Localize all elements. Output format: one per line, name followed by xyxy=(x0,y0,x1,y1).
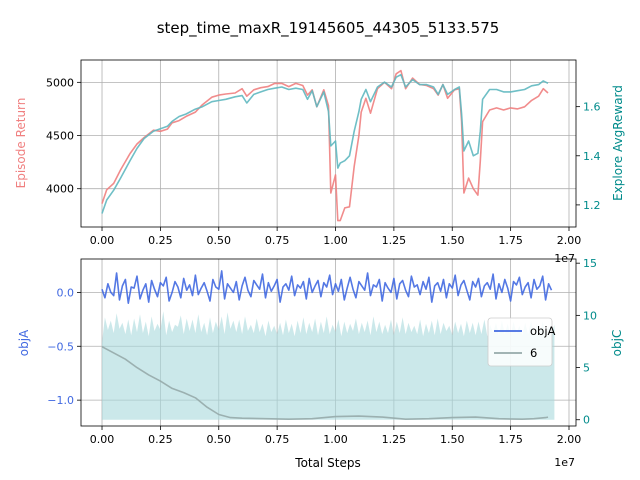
y-left-tick-label: 4500 xyxy=(46,130,74,143)
top-axes: 0.00 0.25 0.50 0.75 1.00 1.25 1.50 1.75 2.00 4000… xyxy=(46,76,601,247)
bottom-right-axis-label: objC xyxy=(610,330,624,357)
y-right-tick-label: 0 xyxy=(583,414,590,427)
y-right-tick-label: 1.6 xyxy=(583,101,601,114)
x-tick-label: 0.00 xyxy=(90,433,115,446)
y-right-tick-label: 5 xyxy=(583,362,590,375)
x-tick-label: 0.00 xyxy=(90,234,115,247)
y-right-tick-label: 10 xyxy=(583,309,597,322)
x-tick-label: 1.00 xyxy=(323,433,348,446)
top-right-axis-label: Explore AvgReward xyxy=(611,85,625,201)
series-line-left xyxy=(101,69,549,222)
legend-label-6: 6 xyxy=(530,346,537,360)
series-line-right xyxy=(101,73,549,214)
x-tick-label: 2.00 xyxy=(557,433,582,446)
y-right-tick-label: 1.2 xyxy=(583,199,601,212)
legend: objA 6 xyxy=(487,317,556,367)
x-tick-label: 0.75 xyxy=(265,433,290,446)
x-tick-label: 0.50 xyxy=(207,433,232,446)
x-tick-label: 0.75 xyxy=(265,234,290,247)
x-tick-label: 0.25 xyxy=(148,234,173,247)
x-tick-label: 0.50 xyxy=(207,234,232,247)
bottom-axes: 0.00 0.25 0.50 0.75 1.00 1.25 1.50 1.75 2.00 0.0 −… xyxy=(47,257,597,446)
bottom-panel: 0.00 0.25 0.50 0.75 1.00 1.25 1.50 1.75 2.00 0.0 −… xyxy=(17,257,624,470)
x-tick-label: 1.50 xyxy=(440,234,465,247)
x-tick-label: 1.25 xyxy=(382,234,407,247)
x-tick-label: 1.75 xyxy=(498,234,523,247)
top-panel: 0.00 0.25 0.50 0.75 1.00 1.25 1.50 1.75 2.00 4000… xyxy=(14,59,625,265)
series-line-6 xyxy=(101,345,549,420)
x-tick-label: 1.25 xyxy=(382,433,407,446)
bottom-series xyxy=(101,270,555,420)
y-left-tick-label: −1.0 xyxy=(47,394,74,407)
bottom-x-axis-label: Total Steps xyxy=(294,456,360,470)
y-left-tick-label: 4000 xyxy=(46,183,74,196)
top-series xyxy=(101,69,549,222)
bottom-plot-frame xyxy=(80,258,577,427)
legend-label-objA: objA xyxy=(530,324,556,338)
legend-box xyxy=(487,317,553,367)
top-left-axis-label: Episode Return xyxy=(14,98,28,189)
x-tick-label: 1.75 xyxy=(498,433,523,446)
y-right-tick-label: 1.4 xyxy=(583,150,601,163)
x-tick-label: 1.50 xyxy=(440,433,465,446)
x-tick-label: 0.25 xyxy=(148,433,173,446)
y-left-tick-label: −0.5 xyxy=(47,340,74,353)
x-tick-label: 2.00 xyxy=(557,234,582,247)
bottom-x-multiplier: 1e7 xyxy=(554,456,575,469)
y-right-tick-label: 15 xyxy=(583,257,597,270)
top-plot-frame xyxy=(80,59,577,228)
series-line-objA xyxy=(101,270,553,304)
top-x-multiplier: 1e7 xyxy=(554,252,575,265)
series-fill-objC xyxy=(102,311,555,420)
y-left-tick-label: 5000 xyxy=(46,76,74,89)
x-tick-label: 1.00 xyxy=(323,234,348,247)
y-left-tick-label: 0.0 xyxy=(57,286,75,299)
figure-title: step_time_maxR_19145605_44305_5133.575 xyxy=(157,19,500,38)
bottom-left-axis-label: objA xyxy=(17,329,31,356)
